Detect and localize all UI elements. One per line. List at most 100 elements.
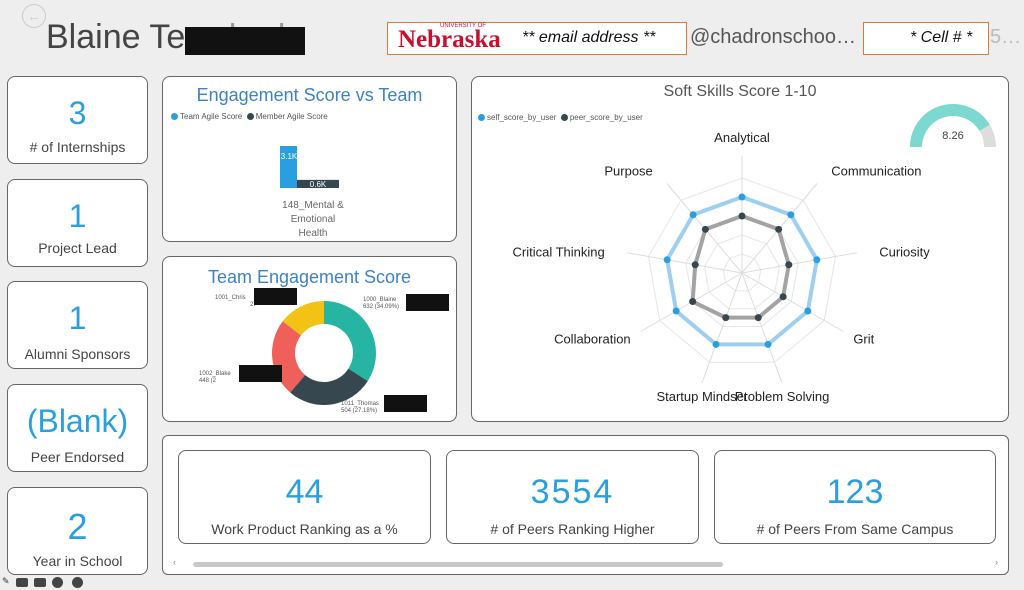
radar-point-self[interactable] <box>764 340 772 348</box>
video-icon[interactable] <box>34 578 46 587</box>
student-name-visible: Blaine Te <box>46 18 186 56</box>
radar-point-peer[interactable] <box>722 314 730 322</box>
gauge-value: 8.26 <box>942 130 963 142</box>
kpi-value: 3 <box>68 95 87 131</box>
scroll-right-arrow-icon[interactable]: › <box>995 557 998 567</box>
slice-chris[interactable] <box>282 301 324 336</box>
redaction-label <box>384 395 427 412</box>
radar-grid-ring <box>685 215 799 328</box>
radar-point-peer[interactable] <box>754 314 762 322</box>
scroll-left-arrow-icon[interactable]: ‹ <box>173 557 176 567</box>
kpi-card-peer-endorsed[interactable]: (Blank) Peer Endorsed <box>7 384 148 472</box>
slice-label-line: 1000_Blaine <box>363 297 397 303</box>
bar-member-agile <box>297 179 339 188</box>
radar-series-peer <box>690 213 791 320</box>
radar-point-self[interactable] <box>813 256 821 264</box>
kpi-label: Alumni Sponsors <box>24 346 131 362</box>
radar-grid-ring <box>647 177 837 363</box>
scrollbar-thumb[interactable] <box>193 562 723 567</box>
radar-point-self[interactable] <box>712 340 720 348</box>
kpi-card-peers-higher[interactable]: 3554 # of Peers Ranking Higher <box>446 450 699 544</box>
bar-legend: Team Agile Score Member Agile Score <box>171 112 328 121</box>
kpi-label: # of Peers From Same Campus <box>756 521 954 537</box>
radar-point-self[interactable] <box>689 211 697 219</box>
soft-skills-panel[interactable]: Soft Skills Score 1-10 self_score_by_use… <box>471 76 1009 422</box>
kpi-label: Project Lead <box>38 240 117 256</box>
kpi-label: # of Peers Ranking Higher <box>490 521 655 537</box>
email-suffix: @chadronschoo… <box>690 26 856 48</box>
radar-point-peer[interactable] <box>689 298 697 305</box>
radar-point-self[interactable] <box>738 193 746 201</box>
logo-small-text: UNIVERSITY OF <box>440 23 486 29</box>
panel-title: Team Engagement Score <box>207 267 412 287</box>
bar-data-label: 3.1K <box>281 152 298 161</box>
redaction-name <box>185 27 305 55</box>
slice-label-line: 1002_Blake <box>199 371 231 377</box>
radar-grid-ring <box>704 234 780 310</box>
kpi-card-project-lead[interactable]: 1 Project Lead <box>7 179 148 267</box>
horizontal-scrollbar[interactable]: ‹ › <box>173 557 998 569</box>
cell-placeholder: * Cell # * <box>910 29 973 46</box>
kpi-value: 3554 <box>530 473 615 511</box>
radar-point-peer[interactable] <box>775 225 783 233</box>
kpi-card-work-product[interactable]: 44 Work Product Ranking as a % <box>178 450 431 544</box>
captions-icon[interactable] <box>16 578 28 587</box>
cell-box <box>863 22 989 55</box>
radar-axis-label: Collaboration <box>554 332 631 347</box>
kpi-card-year-in-school[interactable]: 2 Year in School <box>7 487 148 575</box>
category-line: Emotional <box>290 214 336 225</box>
radar-spoke <box>741 272 783 384</box>
legend-label: Member Agile Score <box>255 112 328 121</box>
back-arrow-icon[interactable]: ← <box>22 4 46 28</box>
radar-point-self[interactable] <box>672 307 680 315</box>
slice-label-line: 27 <box>250 302 257 308</box>
radar-point-peer[interactable] <box>738 212 746 220</box>
kpi-value: 1 <box>68 198 87 234</box>
more-icon[interactable] <box>52 577 63 588</box>
redaction-label <box>254 288 297 305</box>
radar-chart: Analytical Communication Curiosity Grit Prob… <box>513 130 931 404</box>
legend-dot-peer <box>560 114 568 122</box>
radar-point-peer[interactable] <box>691 261 699 269</box>
radar-axis-label: Grit <box>853 332 874 347</box>
radar-axis-label: Startup Mindset <box>656 389 747 404</box>
bottom-toolbar: ✎ <box>0 576 100 590</box>
slice-blaine[interactable] <box>324 301 376 382</box>
radar-point-peer[interactable] <box>701 225 709 233</box>
radar-axis-label: Communication <box>831 163 921 178</box>
legend-label: peer_score_by_user <box>569 113 643 122</box>
radar-point-self[interactable] <box>663 256 671 264</box>
slice-label-line: 1011_Thomas <box>341 401 379 407</box>
kpi-value: 44 <box>285 473 324 511</box>
legend-dot-team <box>171 113 178 121</box>
kpi-label: Peer Endorsed <box>30 449 125 465</box>
radar-point-self[interactable] <box>787 211 795 219</box>
kpi-card-alumni-sponsors[interactable]: 1 Alumni Sponsors <box>7 281 148 369</box>
radar-axis-label: Problem Solving <box>735 389 830 404</box>
email-placeholder: ** email address ** <box>522 29 656 46</box>
logo-main-text: Nebraska <box>398 26 501 53</box>
next-icon[interactable] <box>72 577 83 588</box>
radar-point-peer[interactable] <box>785 261 793 269</box>
radar-axis-label: Analytical <box>714 130 770 145</box>
radar-point-self[interactable] <box>804 307 812 315</box>
donut-chart <box>272 301 376 405</box>
kpi-label: Year in School <box>32 553 123 569</box>
pen-icon[interactable]: ✎ <box>2 576 10 586</box>
slice-label-line: 448 (2 <box>199 378 217 384</box>
engagement-vs-team-panel[interactable]: Engagement Score vs Team Team Agile Scor… <box>162 76 457 242</box>
kpi-card-peers-campus[interactable]: 123 # of Peers From Same Campus <box>714 450 996 544</box>
radar-axis-label: Purpose <box>604 163 652 178</box>
radar-axis-label: Curiosity <box>879 245 930 260</box>
slice-label-thomas: 1011_Thomas 504 (27.18%) <box>341 401 379 415</box>
panel-title: Engagement Score vs Team <box>196 85 423 105</box>
university-logo: UNIVERSITY OF Nebraska <box>398 22 506 54</box>
kpi-card-internships[interactable]: 3 # of Internships <box>7 76 148 164</box>
slice-label-line: 504 (27.18%) <box>341 408 378 414</box>
slice-thomas[interactable] <box>290 368 368 405</box>
radar-grid-ring <box>722 253 762 292</box>
category-line: 148_Mental & <box>282 200 344 211</box>
radar-point-peer[interactable] <box>779 293 787 301</box>
team-engagement-panel[interactable]: Team Engagement Score 1001_Chris 27 1000… <box>162 256 457 422</box>
kpi-label: Work Product Ranking as a % <box>211 521 398 537</box>
